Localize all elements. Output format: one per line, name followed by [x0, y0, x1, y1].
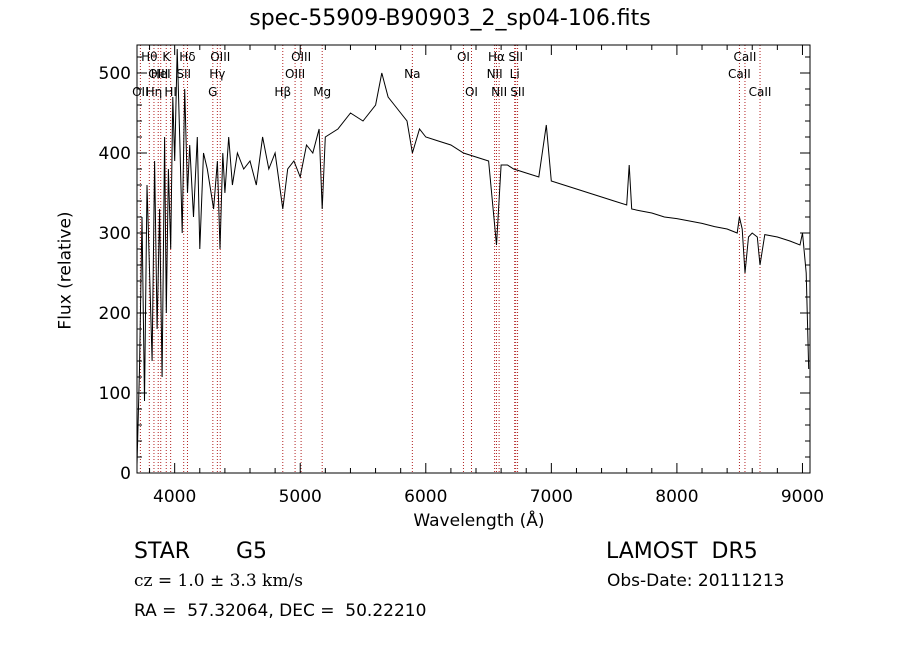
line-labels: OIIHθHηOIIIHeIKHISIIHδGHγOIIIHβOIIIOIIIM… — [132, 50, 771, 99]
line-label: HI — [164, 85, 177, 99]
x-tick-label: 4000 — [153, 487, 196, 507]
x-tick-label: 7000 — [530, 487, 573, 507]
line-label: CaII — [728, 67, 751, 81]
line-label: OIII — [148, 67, 168, 81]
x-tick-label: 8000 — [655, 487, 698, 507]
line-label: SII — [508, 50, 523, 64]
line-label: OIII — [291, 50, 311, 64]
line-label: OIII — [285, 67, 305, 81]
line-label: SII — [176, 67, 191, 81]
line-label: CaII — [734, 50, 757, 64]
line-label: Hα — [488, 50, 505, 64]
series-line — [136, 48, 810, 466]
y-tick-label: 500 — [99, 64, 131, 84]
y-tick-label: 400 — [99, 144, 131, 164]
x-tick-label: 9000 — [781, 487, 824, 507]
line-label: OIII — [210, 50, 230, 64]
line-label: Hδ — [179, 50, 195, 64]
line-label: Mg — [313, 85, 331, 99]
object-class: STAR — [134, 539, 191, 564]
tick-labels: 4000 5000 6000 7000 8000 9000 0 100 200 300 400 500 — [99, 64, 825, 507]
survey-name: LAMOST DR5 — [606, 539, 758, 564]
line-label: Hγ — [209, 67, 225, 81]
line-label: OI — [465, 85, 478, 99]
line-label: HeI — [151, 67, 171, 81]
line-label: SII — [510, 85, 525, 99]
line-label: Hθ — [141, 50, 157, 64]
line-label: CaII — [749, 85, 772, 99]
line-label: Li — [510, 67, 520, 81]
line-label: G — [208, 85, 217, 99]
plot-frame — [136, 44, 811, 474]
x-tick-label: 5000 — [279, 487, 322, 507]
line-label: Hη — [146, 85, 163, 99]
line-label: NII — [491, 85, 507, 99]
obs-date: Obs-Date: 20111213 — [607, 571, 785, 591]
y-tick-label: 0 — [120, 464, 131, 484]
spectrum-series — [136, 48, 810, 466]
redshift-text: cz = 1.0 ± 3.3 km/s — [134, 571, 303, 591]
chart-axes — [136, 44, 811, 474]
y-tick-label: 100 — [99, 384, 131, 404]
line-label: OII — [132, 85, 149, 99]
line-label: Hβ — [274, 85, 291, 99]
line-label: NII — [487, 67, 503, 81]
line-label: K — [162, 50, 171, 64]
emission-line-markers — [139, 45, 761, 473]
object-subclass: G5 — [236, 539, 268, 564]
y-axis-label: Flux (relative) — [55, 211, 76, 330]
x-axis-label: Wavelength (Å) — [413, 511, 545, 531]
ra-dec-text: RA = 57.32064, DEC = 50.22210 — [134, 601, 427, 621]
x-tick-label: 6000 — [404, 487, 447, 507]
y-tick-label: 200 — [99, 304, 131, 324]
chart-title: spec-55909-B90903_2_sp04-106.fits — [249, 6, 651, 31]
y-tick-label: 300 — [99, 224, 131, 244]
line-label: Na — [404, 67, 420, 81]
line-label: OI — [457, 50, 470, 64]
